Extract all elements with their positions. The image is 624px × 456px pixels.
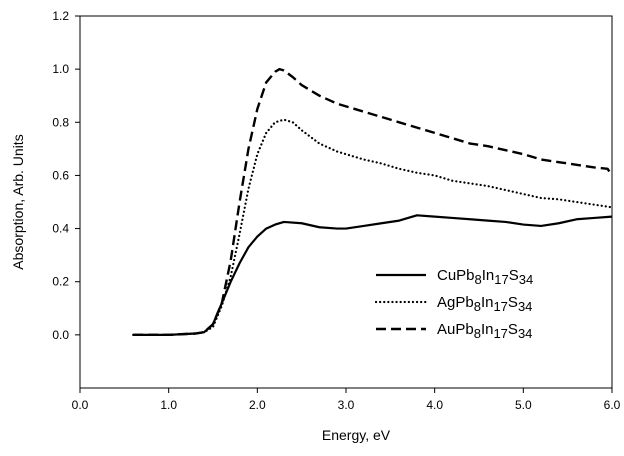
x-tick-label: 2.0	[249, 398, 266, 412]
y-axis-label: Absorption, Arb. Units	[10, 134, 26, 269]
legend-label-cupb8in17s34: CuPb8In17S34	[437, 267, 533, 287]
x-tick-label: 1.0	[160, 398, 177, 412]
x-tick-label: 5.0	[515, 398, 532, 412]
x-axis-label: Energy, eV	[322, 427, 391, 443]
legend-label-agpb8in17s34: AgPb8In17S34	[437, 294, 532, 314]
y-tick-label: 0.8	[52, 115, 69, 129]
x-tick-label: 3.0	[338, 398, 355, 412]
y-tick-label: 0.6	[52, 168, 69, 182]
series-line-aupb8in17s34	[133, 67, 613, 337]
y-tick-label: 1.0	[52, 62, 69, 76]
x-tick-label: 4.0	[426, 398, 443, 412]
y-tick-label: 0.4	[52, 222, 69, 236]
x-tick-label: 6.0	[604, 398, 621, 412]
x-tick-label: 0.0	[72, 398, 89, 412]
series-line-cupb8in17s34	[133, 214, 613, 336]
y-tick-label: 0.2	[52, 275, 69, 289]
y-tick-label: 1.2	[52, 9, 69, 23]
legend-label-aupb8in17s34: AuPb8In17S34	[437, 321, 532, 341]
y-tick-label: 0.0	[52, 328, 69, 342]
series-line-agpb8in17s34	[132, 118, 614, 336]
